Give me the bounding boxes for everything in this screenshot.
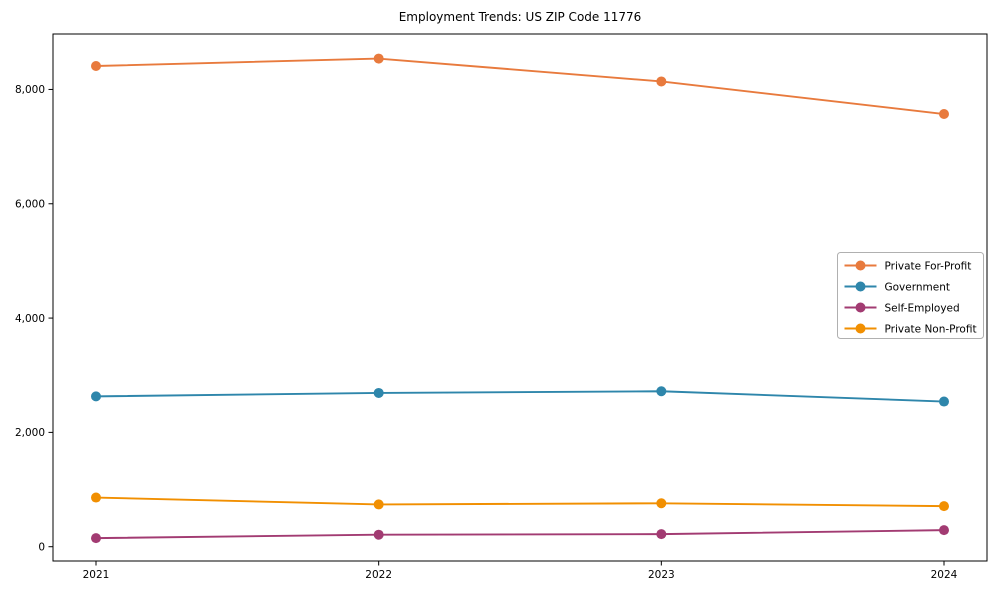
series-marker — [373, 499, 384, 510]
series-line — [95, 529, 945, 540]
x-axis-tick-label: 2024 — [931, 569, 958, 581]
legend-marker — [855, 323, 866, 334]
y-axis-tick-label: 0 — [38, 542, 45, 554]
legend-box — [837, 252, 984, 339]
series-marker — [939, 501, 949, 512]
legend-item-label: Private Non-Profit — [885, 323, 977, 335]
x-axis-tick-label: 2023 — [648, 569, 675, 581]
x-axis-tick-label: 2021 — [83, 569, 110, 581]
series-marker — [91, 492, 101, 503]
series-marker — [656, 498, 667, 509]
series-marker — [939, 396, 949, 407]
plot-frame — [52, 33, 988, 562]
series-marker — [656, 529, 667, 540]
legend-item-label: Government — [885, 281, 950, 293]
series-line — [95, 496, 945, 508]
legend-marker — [855, 281, 866, 292]
series-line — [95, 390, 945, 403]
y-axis-tick-label: 6,000 — [15, 199, 45, 211]
legend-item-label: Self-Employed — [885, 302, 960, 314]
series-marker — [373, 529, 384, 540]
x-axis-tick-label: 2022 — [365, 569, 392, 581]
series-marker — [91, 533, 101, 544]
y-axis-tick-label: 8,000 — [15, 84, 45, 96]
series-marker — [939, 525, 949, 536]
series-marker — [373, 387, 384, 398]
chart-title: Employment Trends: US ZIP Code 11776 — [398, 10, 642, 24]
legend-item-label: Private For-Profit — [885, 260, 972, 272]
legend-marker — [855, 302, 866, 313]
series-marker — [939, 109, 949, 120]
y-axis-tick-label: 4,000 — [15, 313, 45, 325]
series-marker — [373, 53, 384, 64]
series-marker — [91, 61, 101, 72]
legend-marker — [855, 260, 866, 271]
series-marker — [91, 391, 101, 402]
series-line — [95, 57, 945, 115]
series-marker — [656, 76, 667, 87]
series-marker — [656, 386, 667, 397]
y-axis-tick-label: 2,000 — [15, 427, 45, 439]
